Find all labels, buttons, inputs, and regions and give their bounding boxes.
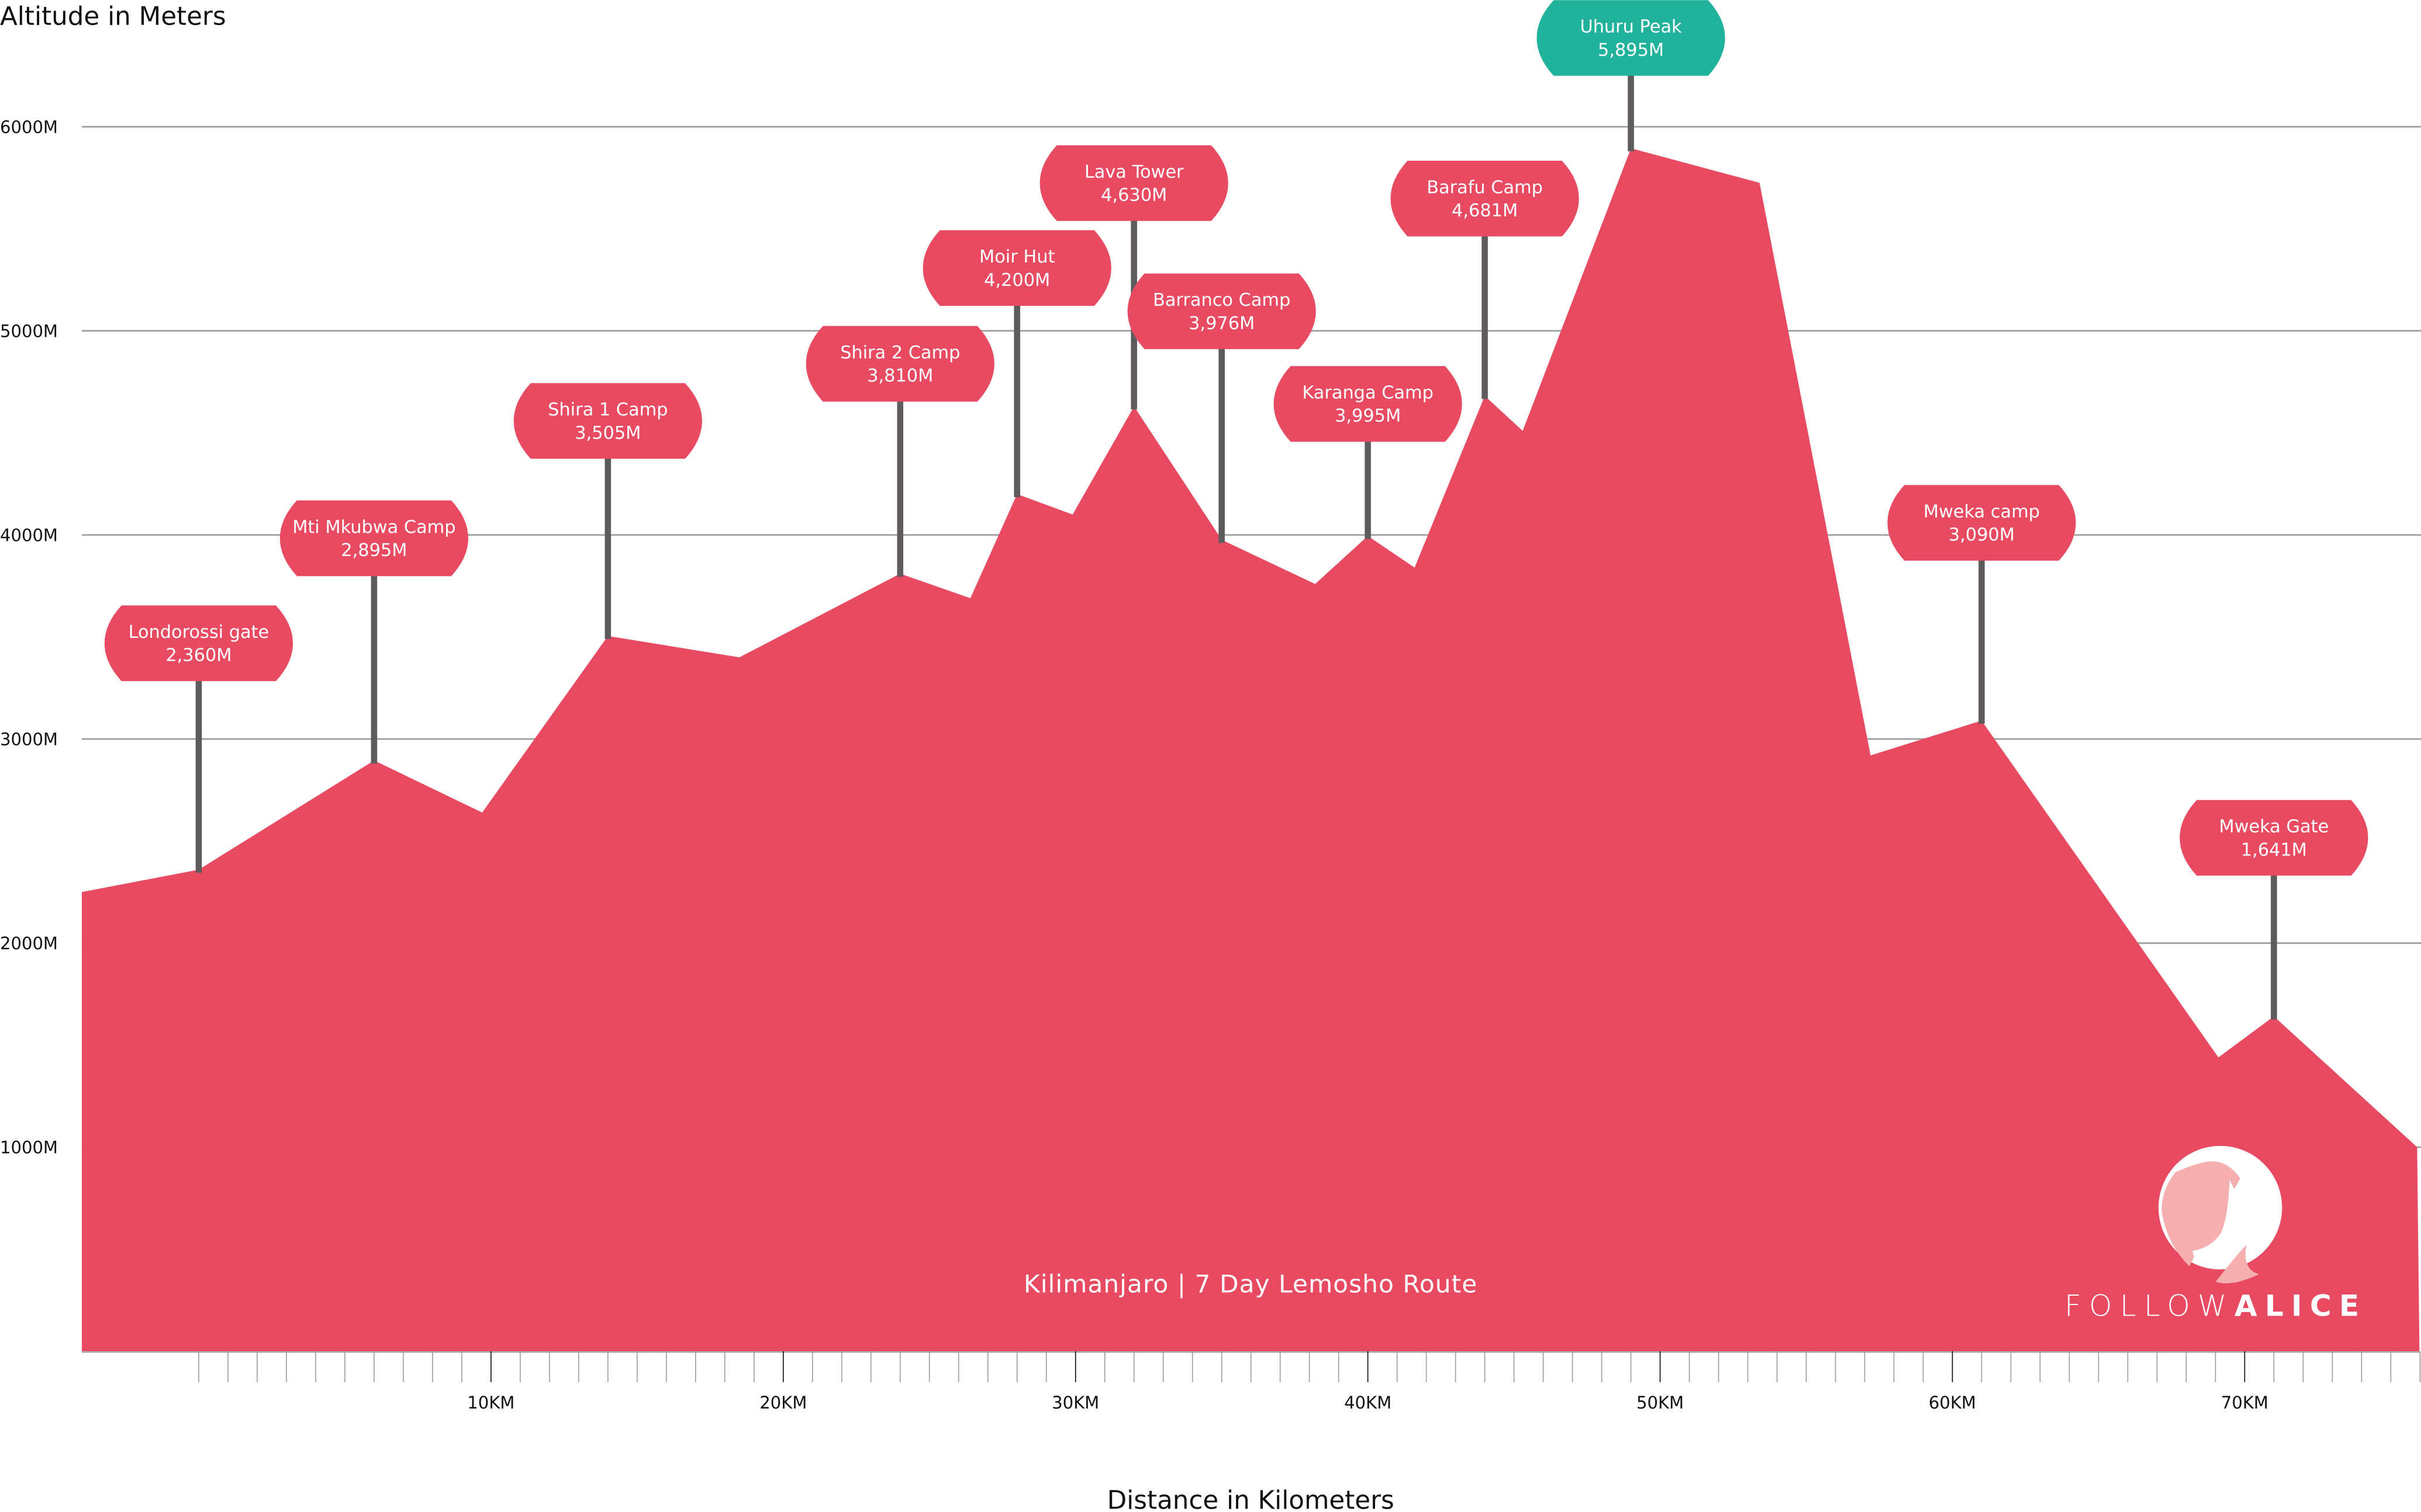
badge-shape xyxy=(1273,366,1462,442)
elevation-area xyxy=(81,148,2420,1352)
waypoint-altitude: 3,976M xyxy=(1189,313,1255,334)
y-tick-label: 1000M xyxy=(0,1138,58,1158)
x-tick-label: 10KM xyxy=(467,1393,514,1413)
waypoint-name: Shira 2 Camp xyxy=(840,343,960,363)
waypoint-name: Londorossi gate xyxy=(129,622,270,643)
x-tick-label: 30KM xyxy=(1052,1393,1099,1413)
badge-shape xyxy=(1390,160,1579,237)
badge-shape xyxy=(1039,145,1228,221)
waypoint-altitude: 3,995M xyxy=(1335,406,1401,426)
waypoint-pole xyxy=(1014,302,1020,498)
badge-shape xyxy=(279,500,468,577)
waypoint-badge: Mti Mkubwa Camp 2,895M xyxy=(279,500,468,577)
waypoint-pole xyxy=(1628,73,1634,151)
follow-alice-logo: FOLLOWALICE xyxy=(2064,1145,2367,1323)
waypoint-pole xyxy=(605,455,612,639)
waypoint-name: Barranco Camp xyxy=(1153,290,1290,310)
waypoint-altitude: 4,200M xyxy=(984,270,1050,291)
logo-profile-icon xyxy=(2161,1161,2259,1283)
waypoint-pole xyxy=(371,573,378,764)
waypoint-name: Moir Hut xyxy=(979,247,1055,267)
waypoint-pole xyxy=(195,678,202,873)
waypoint-name: Mti Mkubwa Camp xyxy=(292,517,455,537)
waypoint-badge: Barafu Camp 4,681M xyxy=(1390,160,1579,237)
waypoint-pole xyxy=(1481,233,1488,399)
waypoint-name: Uhuru Peak xyxy=(1580,17,1682,37)
waypoint-pole xyxy=(897,398,904,577)
x-tick-label: 20KM xyxy=(759,1393,807,1413)
waypoint-badge: Moir Hut 4,200M xyxy=(923,230,1111,306)
waypoint-altitude: 3,505M xyxy=(575,423,641,443)
waypoint-altitude: 4,681M xyxy=(1452,201,1518,221)
waypoint-name: Mweka camp xyxy=(1923,502,2040,522)
x-tick-label: 50KM xyxy=(1636,1393,1684,1413)
waypoint-altitude: 3,090M xyxy=(1949,525,2015,546)
x-axis-title: Distance in Kilometers xyxy=(1107,1486,1394,1512)
badge-shape xyxy=(923,230,1111,306)
y-tick-label: 6000M xyxy=(0,117,58,137)
waypoint-altitude: 4,630M xyxy=(1101,185,1167,206)
waypoint-altitude: 2,360M xyxy=(165,645,232,666)
waypoint-badge: Lava Tower 4,630M xyxy=(1039,145,1228,221)
waypoint-badge: Shira 2 Camp 3,810M xyxy=(806,326,994,402)
badge-shape xyxy=(2180,800,2368,876)
badge-shape xyxy=(1536,0,1725,76)
waypoint-pole xyxy=(1978,557,1985,724)
waypoint-name: Karanga Camp xyxy=(1302,383,1433,403)
x-tick-label: 60KM xyxy=(1929,1393,1976,1413)
badge-shape xyxy=(806,326,994,402)
y-tick-label: 2000M xyxy=(0,934,58,954)
y-tick-label: 4000M xyxy=(0,525,58,545)
x-axis-ticks: 10KM 20KM 30KM 40KM 50KM 60KM 70KM xyxy=(81,1351,2421,1413)
waypoint-name: Lava Tower xyxy=(1085,162,1184,182)
waypoint-name: Shira 1 Camp xyxy=(548,400,668,420)
x-tick-label: 70KM xyxy=(2221,1393,2268,1413)
waypoint-name: Mweka Gate xyxy=(2219,817,2329,837)
badge-shape xyxy=(1127,273,1316,350)
x-tick-label: 40KM xyxy=(1344,1393,1391,1413)
waypoint-badge: Mweka camp 3,090M xyxy=(1887,485,2076,561)
waypoint-pole xyxy=(1365,439,1371,539)
y-tick-label: 5000M xyxy=(0,321,58,341)
waypoint-pole xyxy=(2271,872,2277,1020)
waypoint-altitude: 2,895M xyxy=(341,540,407,561)
waypoint-altitude: 1,641M xyxy=(2241,840,2307,860)
waypoint-badge: Mweka Gate 1,641M xyxy=(2180,800,2368,876)
waypoint-pole xyxy=(1218,346,1225,543)
waypoint-altitude: 3,810M xyxy=(867,366,933,386)
waypoint-badge: Barranco Camp 3,976M xyxy=(1127,273,1316,350)
badge-shape xyxy=(1887,485,2076,561)
badge-shape xyxy=(104,605,293,681)
badge-shape xyxy=(513,383,702,459)
y-axis-title: Altitude in Meters xyxy=(0,2,226,32)
y-tick-labels: 1000M 2000M 3000M 4000M 5000M 6000M xyxy=(0,117,58,1157)
chart-title: Kilimanjaro | 7 Day Lemosho Route xyxy=(1024,1270,1477,1299)
logo-wordmark: FOLLOWALICE xyxy=(2064,1288,2367,1323)
waypoint-badge: Shira 1 Camp 3,505M xyxy=(513,383,702,459)
waypoint-name: Barafu Camp xyxy=(1427,177,1543,198)
waypoint-altitude: 5,895M xyxy=(1598,40,1664,60)
y-tick-label: 3000M xyxy=(0,730,58,750)
waypoint-badge: Uhuru Peak 5,895M xyxy=(1536,0,1725,76)
waypoint-badge: Karanga Camp 3,995M xyxy=(1273,366,1462,442)
